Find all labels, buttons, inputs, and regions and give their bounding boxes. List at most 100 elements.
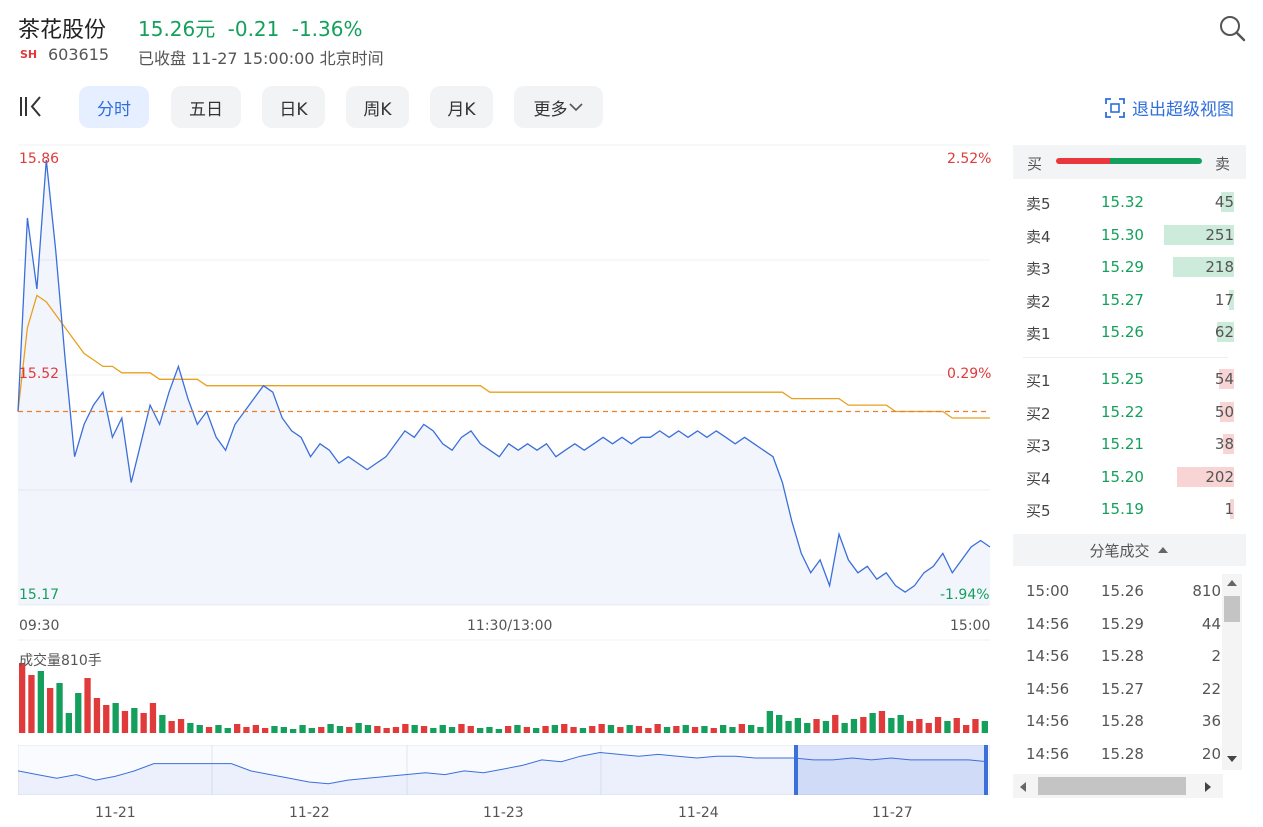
- scroll-right-icon[interactable]: [1203, 781, 1213, 793]
- scrollbar-thumb[interactable]: [1224, 596, 1240, 622]
- volume-bar: [505, 726, 512, 733]
- level-quantity: 218: [1205, 258, 1234, 276]
- volume-bar: [355, 723, 362, 733]
- level-quantity: 251: [1205, 225, 1234, 244]
- range-handle-right[interactable]: [984, 745, 988, 795]
- volume-bar: [598, 724, 605, 733]
- bid-row: 买2 15.22 50: [1013, 397, 1246, 427]
- tab-monthly-k[interactable]: 月K: [430, 86, 493, 128]
- volume-bar: [607, 725, 615, 733]
- scroll-down-icon[interactable]: [1226, 754, 1238, 764]
- level-quantity: 54: [1214, 370, 1234, 388]
- volume-bar: [131, 708, 138, 733]
- volume-bar: [944, 721, 951, 733]
- volume-bar: [925, 723, 932, 733]
- tick-price: 15.28: [1101, 712, 1144, 730]
- level-label: 卖2: [1026, 292, 1051, 311]
- tab-label: 更多: [533, 99, 568, 120]
- volume-bar: [617, 727, 624, 733]
- ask-row: 卖4 15.30 251: [1013, 220, 1246, 250]
- tick-time: 14:56: [1026, 744, 1070, 763]
- volume-bar: [682, 725, 689, 733]
- scroll-up-icon[interactable]: [1226, 578, 1238, 588]
- volume-bar: [1173, 257, 1234, 277]
- x-label-midday: 11:30/13:00: [467, 618, 553, 634]
- volume-bar: [121, 711, 129, 733]
- price-change: -0.21: [227, 17, 280, 41]
- level-price: 15.29: [1101, 258, 1144, 276]
- ticks-horizontal-scrollbar[interactable]: [1013, 774, 1223, 798]
- volume-bar: [832, 715, 839, 733]
- range-navigator[interactable]: [18, 745, 990, 795]
- volume-bar: [710, 728, 717, 733]
- volume-bar: [897, 715, 904, 733]
- tab-five-day[interactable]: 五日: [171, 86, 241, 128]
- volume-bar: [467, 726, 474, 733]
- x-label-open: 09:30: [19, 618, 60, 634]
- volume-bar: [720, 725, 727, 733]
- volume-bar: [75, 693, 82, 733]
- tab-weekly-k[interactable]: 周K: [346, 86, 409, 128]
- volume-bar: [635, 726, 643, 733]
- horizontal-scrollbar-thumb[interactable]: [1038, 777, 1186, 795]
- tab-intraday[interactable]: 分时: [79, 86, 149, 128]
- volume-bar: [551, 725, 558, 733]
- search-icon[interactable]: [1218, 14, 1246, 42]
- ticks-header[interactable]: 分笔成交: [1013, 534, 1246, 566]
- tick-volume: 810: [1192, 582, 1221, 600]
- volume-bar: [542, 726, 549, 733]
- volume-bar: [589, 726, 596, 733]
- nav-label-day3: 11-23: [483, 805, 524, 821]
- level-price: 15.21: [1101, 435, 1144, 453]
- tab-label: 日K: [279, 99, 308, 120]
- volume-title: 成交量810手: [19, 653, 102, 669]
- tab-more[interactable]: 更多: [514, 86, 603, 128]
- volume-bar: [963, 725, 970, 733]
- volume-bar: [981, 721, 988, 733]
- volume-bar: [420, 726, 428, 733]
- range-handle-left[interactable]: [794, 745, 798, 795]
- volume-bar: [663, 727, 671, 733]
- volume-bar: [916, 719, 923, 733]
- collapse-panel-icon[interactable]: [18, 94, 44, 120]
- level-price: 15.30: [1101, 225, 1144, 244]
- ask-row: 卖2 15.27 17: [1013, 285, 1246, 315]
- level-quantity: 62: [1214, 323, 1234, 341]
- nav-label-day5: 11-27: [872, 805, 913, 821]
- level-label: 买3: [1026, 437, 1051, 455]
- tab-daily-k[interactable]: 日K: [262, 86, 325, 128]
- price-line: [17, 159, 991, 593]
- volume-bar: [1177, 466, 1234, 487]
- nav-label-day1: 11-21: [95, 805, 136, 821]
- price-area: [18, 160, 990, 605]
- volume-bar: [168, 721, 175, 733]
- current-price: 15.26元: [138, 17, 216, 41]
- volume-bar: [308, 728, 315, 733]
- volume-bar: [458, 724, 465, 733]
- volume-bar: [262, 728, 269, 733]
- volume-bar: [224, 728, 231, 733]
- level-price: 15.22: [1101, 402, 1144, 421]
- intraday-chart[interactable]: [0, 140, 1000, 740]
- scroll-left-icon[interactable]: [1018, 781, 1028, 793]
- volume-bar: [299, 725, 306, 733]
- level-label: 卖5: [1026, 195, 1051, 213]
- y-pct-mid: 0.29%: [947, 366, 992, 382]
- volume-bar: [888, 718, 895, 733]
- level-quantity: 50: [1214, 402, 1234, 421]
- volume-bar: [383, 728, 390, 733]
- volume-bar: [878, 711, 886, 733]
- volume-bar: [374, 726, 381, 733]
- stock-name: 茶花股份: [18, 18, 107, 43]
- volume-bar: [822, 721, 830, 733]
- bid-row: 买1 15.25 54: [1013, 364, 1246, 394]
- ticks-scrollbar[interactable]: [1222, 574, 1242, 770]
- buy-ratio-bar: [1056, 158, 1110, 164]
- volume-bar: [411, 725, 418, 733]
- level-quantity: 202: [1205, 467, 1234, 486]
- volume-bar: [776, 715, 783, 733]
- tick-row: 14:56 15.28 36: [1013, 705, 1221, 737]
- tick-row: 14:56 15.27 22: [1013, 673, 1221, 705]
- exit-super-view-button[interactable]: 退出超级视图: [1104, 95, 1234, 120]
- volume-bar: [448, 727, 456, 733]
